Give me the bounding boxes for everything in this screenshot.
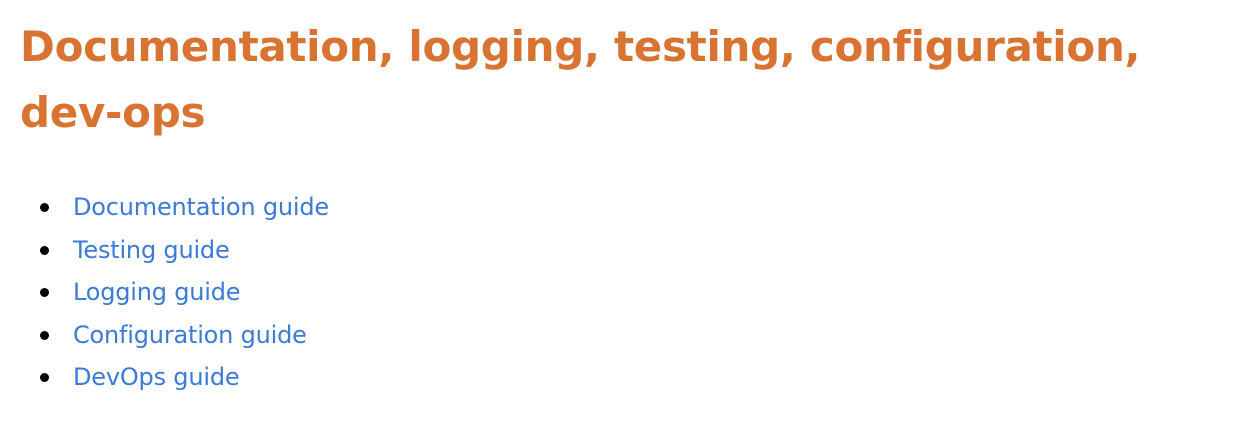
page-title: Documentation, logging, testing, configu… [20,14,1220,146]
page-title-line-2: dev-ops [20,88,206,137]
guide-list-item: Documentation guide [20,186,329,229]
bullet-icon [40,245,49,255]
documentation-guide-link[interactable]: Documentation guide [73,193,329,221]
guide-list-item: Testing guide [20,229,329,272]
devops-guide-link[interactable]: DevOps guide [73,363,240,391]
guide-list-item: Logging guide [20,271,329,314]
document-page: Documentation, logging, testing, configu… [20,14,1220,391]
bullet-icon [40,373,49,382]
logging-guide-link[interactable]: Logging guide [73,278,241,306]
configuration-guide-link[interactable]: Configuration guide [73,320,307,349]
testing-guide-link[interactable]: Testing guide [73,235,230,264]
guide-link-list: Documentation guide Testing guide Loggin… [20,186,329,399]
guide-list-item: Configuration guide [20,314,329,357]
bullet-icon [40,330,49,340]
bullet-icon [40,288,49,297]
bullet-icon [40,203,49,212]
guide-list-item: DevOps guide [20,356,329,399]
page-title-line-1: Documentation, logging, testing, configu… [20,22,1141,71]
